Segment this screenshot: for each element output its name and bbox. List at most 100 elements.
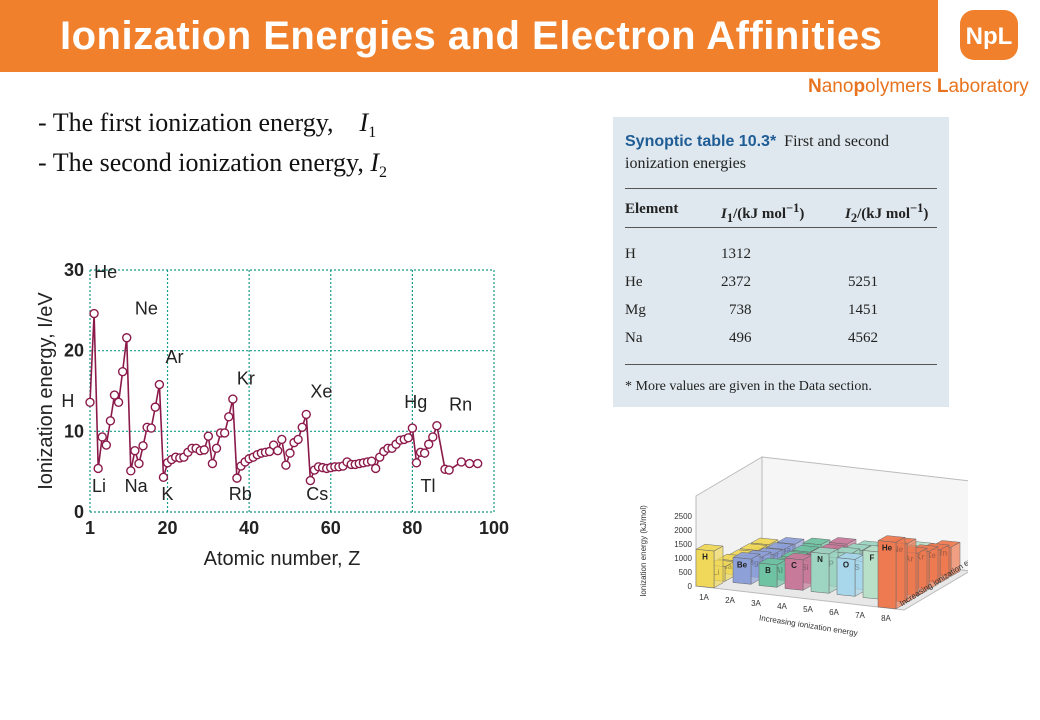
data-point (89, 308, 99, 319)
bar-front (758, 562, 778, 588)
data-point (277, 434, 287, 445)
y-tick-label: 2500 (674, 512, 692, 521)
data-point (407, 423, 418, 433)
data-point (281, 460, 291, 470)
bar-front (836, 557, 856, 597)
element-label: Na (125, 476, 149, 496)
element-label: Ne (135, 298, 158, 318)
data-point (305, 475, 316, 486)
bar-side (802, 554, 813, 591)
data-point (228, 394, 238, 404)
table-footnote: * More values are given in the Data sect… (625, 379, 872, 394)
data-point (101, 440, 112, 450)
table-title-text: First and second ionization energies (625, 133, 890, 172)
element-label: Kr (237, 369, 255, 389)
bullet-text: - The first ionization energy, (38, 108, 334, 137)
bar-label: C (791, 561, 797, 570)
bar-front (784, 557, 804, 591)
x-tick-label: 80 (402, 518, 422, 538)
data-point (154, 379, 165, 390)
bar-front (732, 557, 752, 585)
element-label: He (94, 262, 117, 282)
bullet-text: - The second ionization energy, (38, 148, 364, 177)
data-point (293, 434, 303, 445)
logo-badge (960, 10, 1018, 60)
element-label: Xe (310, 381, 332, 401)
group-label: 6A (829, 608, 839, 617)
slide-title: Ionization Energies and Electron Affinit… (60, 14, 883, 58)
grid-lines (90, 269, 495, 512)
data-point (146, 423, 156, 433)
bar-B: B (758, 557, 787, 588)
bar-label: N (817, 555, 823, 564)
lab-initial-n: N (808, 76, 822, 97)
x-axis-label: Atomic number, Z (204, 548, 361, 570)
bar-side (854, 554, 865, 597)
logo-text: NpL (966, 23, 1013, 50)
y-tick-label: 1500 (674, 540, 692, 549)
lab-part: ano (821, 76, 854, 97)
bullet-first-ie: - The first ionization energy, I1 (38, 108, 376, 142)
element-label: Ar (165, 347, 183, 367)
data-point (113, 397, 124, 407)
data-point (370, 463, 381, 474)
bar-label: F (870, 553, 875, 562)
bar-front (695, 548, 715, 589)
element-label: K (161, 484, 173, 504)
element-label: Tl (421, 476, 436, 496)
x-tick-label: 1 (85, 518, 95, 538)
x-tick-label: 40 (239, 518, 259, 538)
group-label: 5A (803, 605, 813, 614)
data-point (403, 433, 414, 443)
bar-side (750, 553, 761, 585)
data-point (117, 366, 128, 377)
data-point (285, 448, 295, 458)
data-point (85, 397, 95, 407)
data-point (93, 463, 103, 474)
title-banner (0, 0, 938, 72)
lab-name: Nanopolymers Laboratory (808, 76, 1029, 98)
data-point (126, 466, 136, 476)
table-cell: 2372 (721, 274, 751, 290)
lab-part: aboratory (948, 76, 1029, 97)
data-point (138, 441, 148, 451)
symbol-subscript: 1 (368, 124, 377, 142)
data-point (472, 458, 483, 469)
symbol-subscript: 2 (379, 164, 388, 182)
x-axis-label: Increasing ionization energy (758, 613, 858, 637)
group-label: 2A (725, 596, 735, 605)
data-point (366, 456, 377, 466)
y-tick-label: 2000 (674, 526, 692, 535)
bar-side (776, 559, 787, 588)
table-title-bold: Synoptic table 10.3* (625, 133, 777, 150)
y-tick-label: 30 (64, 260, 84, 280)
element-label: Li (92, 476, 106, 496)
y-axis-label: Ionization energy, I/eV (35, 292, 57, 490)
table-cell: 738 (729, 302, 752, 318)
y-tick-label: 0 (688, 582, 693, 591)
x-tick-label: 20 (158, 518, 178, 538)
data-point (109, 390, 120, 400)
table-title: Synoptic table 10.3* First and second io… (625, 131, 940, 175)
y-tick-label: 1000 (674, 554, 692, 563)
bar-Be: Be (732, 552, 761, 585)
column-header-i2: I2/(kJ mol−1) (845, 201, 929, 225)
y-axis-label: Ionization energy (kJ/mol) (639, 505, 648, 597)
data-point (224, 412, 234, 422)
lab-initial-p: p (853, 76, 866, 97)
symbol-i: I (359, 108, 369, 137)
element-label: Cs (306, 484, 328, 504)
group-label: 4A (777, 602, 787, 611)
data-point (134, 458, 144, 469)
column-header-i1: I1/(kJ mol−1) (721, 201, 805, 225)
data-point (424, 439, 434, 449)
table-rule (625, 188, 937, 189)
data-point (150, 402, 160, 412)
group-label: 1A (699, 593, 709, 602)
bar-label: He (882, 544, 893, 553)
data-point (158, 472, 169, 483)
table-rule (625, 364, 937, 365)
bar-N: N (810, 546, 839, 594)
bar-label: H (702, 552, 708, 561)
bar-H: H (695, 544, 724, 589)
